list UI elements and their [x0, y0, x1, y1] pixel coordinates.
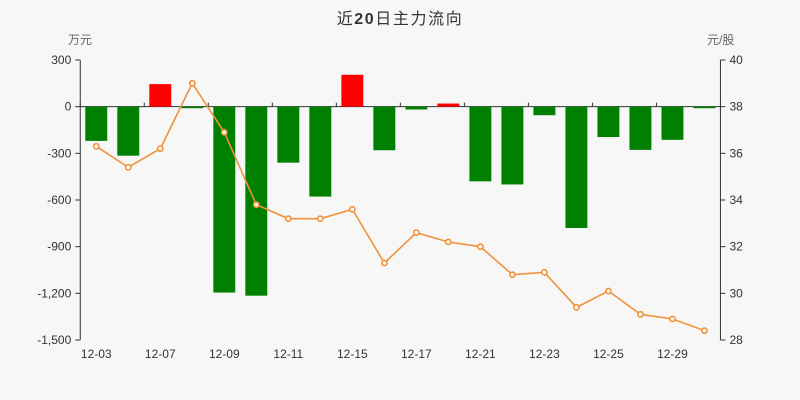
svg-text:38: 38 [729, 100, 743, 114]
svg-text:32: 32 [729, 240, 743, 254]
svg-text:12-21: 12-21 [465, 347, 496, 361]
svg-text:0: 0 [65, 100, 72, 114]
svg-text:12-09: 12-09 [209, 347, 240, 361]
svg-text:-600: -600 [47, 193, 71, 207]
svg-text:12-15: 12-15 [337, 347, 368, 361]
svg-text:-300: -300 [47, 146, 71, 160]
svg-text:300: 300 [51, 53, 71, 67]
svg-text:12-29: 12-29 [657, 347, 688, 361]
svg-text:-900: -900 [47, 240, 71, 254]
svg-text:12-17: 12-17 [401, 347, 432, 361]
svg-text:12-23: 12-23 [529, 347, 560, 361]
svg-text:12-07: 12-07 [145, 347, 176, 361]
svg-text:40: 40 [729, 53, 743, 67]
svg-text:36: 36 [729, 146, 743, 160]
svg-text:12-11: 12-11 [273, 347, 303, 361]
svg-text:12-03: 12-03 [81, 347, 112, 361]
svg-text:28: 28 [729, 333, 743, 347]
svg-text:-1,200: -1,200 [37, 286, 71, 300]
svg-text:12-25: 12-25 [593, 347, 624, 361]
svg-text:34: 34 [729, 193, 743, 207]
svg-text:-1,500: -1,500 [37, 333, 71, 347]
svg-text:30: 30 [729, 286, 743, 300]
